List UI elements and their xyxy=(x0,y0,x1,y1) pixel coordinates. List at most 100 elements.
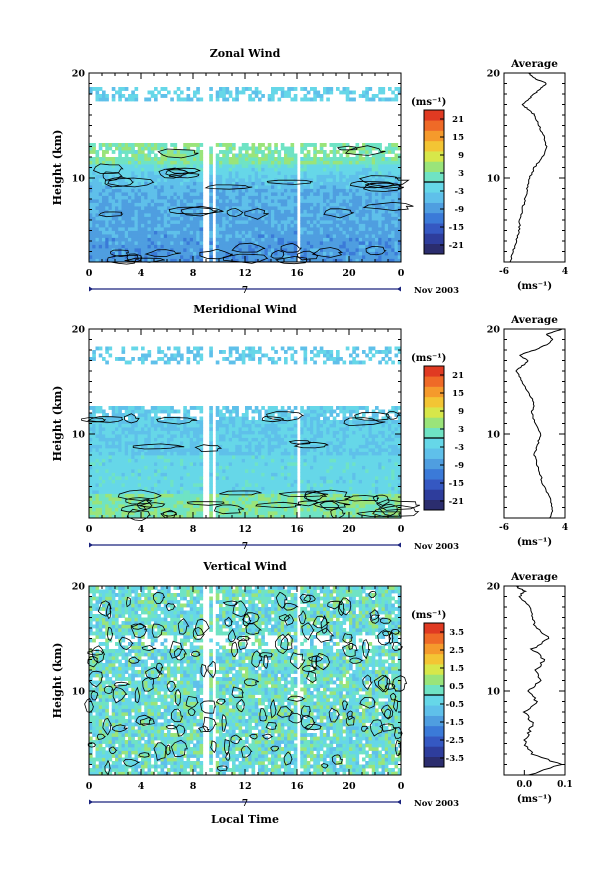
heatmap-cell xyxy=(92,216,96,221)
heatmap-cell xyxy=(300,146,304,151)
heatmap-cell xyxy=(95,497,100,501)
heatmap-cell xyxy=(232,251,236,256)
heatmap-cell xyxy=(303,153,308,158)
heatmap-cell xyxy=(102,97,106,102)
heatmap-cell xyxy=(193,493,197,498)
heatmap-cell xyxy=(102,230,106,235)
heatmap-cell xyxy=(137,202,142,207)
heatmap-cell xyxy=(248,357,252,361)
heatmap-cell xyxy=(378,206,382,210)
heatmap-cell xyxy=(124,241,129,245)
heatmap-cell xyxy=(157,164,161,168)
heatmap-cell xyxy=(362,234,366,238)
heatmap-cell xyxy=(394,241,399,245)
heatmap-cell xyxy=(199,465,204,470)
heatmap-cell xyxy=(215,462,220,466)
heatmap-cell xyxy=(329,244,334,249)
heatmap-cell xyxy=(186,181,191,186)
heatmap-cell xyxy=(323,167,327,172)
heatmap-cell xyxy=(167,160,171,165)
heatmap-cell xyxy=(98,423,103,428)
heatmap-cell xyxy=(193,497,197,501)
heatmap-cell xyxy=(209,437,213,442)
heatmap-cell xyxy=(98,174,103,179)
heatmap-cell xyxy=(248,181,252,186)
heatmap-cell xyxy=(121,241,126,245)
heatmap-cell xyxy=(183,146,187,151)
heatmap-cell xyxy=(215,434,220,438)
heatmap-cell xyxy=(388,143,392,147)
heatmap-cell xyxy=(183,472,187,477)
heatmap-cell xyxy=(144,416,148,421)
heatmap-cell xyxy=(173,213,178,217)
heatmap-cell xyxy=(89,416,93,421)
heatmap-cell xyxy=(245,462,249,466)
heatmap-cell xyxy=(313,174,317,179)
heatmap-cell xyxy=(189,234,194,238)
heatmap-cell xyxy=(183,209,187,214)
heatmap-cell xyxy=(290,181,295,186)
heatmap-cell xyxy=(128,178,132,182)
heatmap-cell xyxy=(329,143,334,147)
heatmap-cell xyxy=(232,199,236,203)
heatmap-cell xyxy=(362,171,366,175)
heatmap-cell xyxy=(108,199,113,203)
heatmap-cell xyxy=(183,423,187,428)
heatmap-cell xyxy=(232,451,236,456)
heatmap-cell xyxy=(215,227,220,231)
heatmap-cell xyxy=(215,427,220,431)
heatmap-cell xyxy=(319,258,324,263)
heatmap-cell xyxy=(371,157,376,161)
heatmap-cell xyxy=(137,451,142,456)
heatmap-cell xyxy=(95,213,100,217)
heatmap-cell xyxy=(238,244,243,249)
heatmap-cell xyxy=(173,476,178,480)
heatmap-cell xyxy=(271,87,275,91)
heatmap-cell xyxy=(300,192,304,196)
heatmap-cell xyxy=(310,234,314,238)
heatmap-cell xyxy=(215,423,220,428)
heatmap-cell xyxy=(160,458,165,463)
heatmap-cell xyxy=(111,143,116,147)
heatmap-cell xyxy=(173,458,178,463)
heatmap-cell xyxy=(137,409,142,414)
heatmap-cell xyxy=(137,476,142,480)
heatmap-cell xyxy=(345,157,350,161)
heatmap-cell xyxy=(375,237,379,242)
heatmap-cell xyxy=(313,206,317,210)
heatmap-cell xyxy=(306,227,311,231)
heatmap-cell xyxy=(121,420,126,424)
heatmap-cell xyxy=(241,413,246,417)
heatmap-cell xyxy=(108,465,113,470)
heatmap-cell xyxy=(105,490,109,494)
heatmap-cell xyxy=(176,448,181,452)
heatmap-cell xyxy=(261,157,265,161)
heatmap-cell xyxy=(167,185,171,189)
heatmap-cell xyxy=(115,209,119,214)
heatmap-cell xyxy=(163,209,168,214)
heatmap-cell xyxy=(222,444,226,449)
heatmap-cell xyxy=(290,227,295,231)
heatmap-cell xyxy=(306,251,311,256)
heatmap-cell xyxy=(118,483,122,487)
heatmap-cell xyxy=(157,444,161,449)
heatmap-cell xyxy=(150,483,155,487)
heatmap-cell xyxy=(290,195,295,200)
heatmap-cell xyxy=(378,195,382,200)
heatmap-cell xyxy=(352,192,356,196)
heatmap-cell xyxy=(128,94,132,98)
heatmap-cell xyxy=(258,237,262,242)
heatmap-cell xyxy=(248,472,252,477)
heatmap-cell xyxy=(167,157,171,161)
heatmap-cell xyxy=(303,213,308,217)
heatmap-cell xyxy=(245,469,249,473)
heatmap-cell xyxy=(176,153,181,158)
heatmap-cell xyxy=(365,195,369,200)
heatmap-cell xyxy=(293,241,298,245)
heatmap-cell xyxy=(193,199,197,203)
heatmap-cell xyxy=(134,469,139,473)
heatmap-cell xyxy=(245,413,249,417)
heatmap-cell xyxy=(154,427,158,431)
heatmap-cell xyxy=(235,350,239,354)
heatmap-cell xyxy=(199,409,204,414)
